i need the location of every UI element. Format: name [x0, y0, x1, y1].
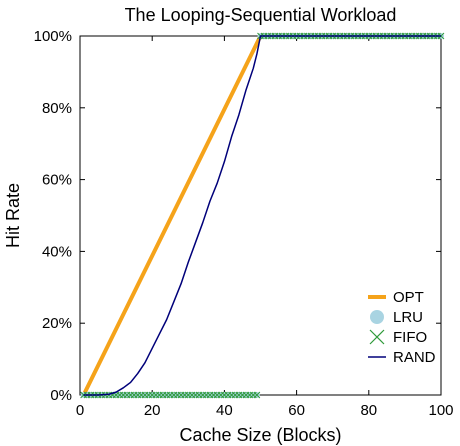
y-tick-label: 40%: [42, 243, 72, 260]
x-axis-label: Cache Size (Blocks): [179, 425, 341, 445]
x-tick-label: 40: [216, 402, 233, 419]
x-tick-label: 60: [288, 402, 305, 419]
series-layer: [80, 32, 445, 399]
legend-label-rand: RAND: [393, 349, 436, 366]
series-line-opt: [81, 34, 441, 396]
series-rand: [83, 35, 441, 396]
legend-item-rand: RAND: [368, 349, 436, 366]
legend-label-lru: LRU: [393, 309, 423, 326]
series-opt: [81, 34, 441, 396]
data-point-fifo: [253, 391, 261, 399]
legend-item-opt: OPT: [368, 289, 424, 306]
y-tick-label: 20%: [42, 315, 72, 332]
x-tick-label: 80: [360, 402, 377, 419]
legend-swatch-lru: [370, 310, 384, 324]
legend-label-opt: OPT: [393, 289, 424, 306]
series-fifo: [80, 32, 445, 399]
legend-item-fifo: FIFO: [369, 329, 427, 346]
legend-item-lru: LRU: [370, 309, 423, 326]
y-tick-label: 0%: [50, 387, 72, 404]
series-line-rand: [83, 35, 441, 396]
x-tick-label: 0: [76, 402, 84, 419]
legend-swatch-fifo: [369, 329, 385, 345]
chart-title: The Looping-Sequential Workload: [125, 5, 397, 25]
axis-ticks: 0 20 40 60 80 100 0% 20% 40% 60% 80% 100%: [34, 28, 454, 419]
x-tick-label: 20: [144, 402, 161, 419]
y-tick-label: 80%: [42, 100, 72, 117]
legend-label-fifo: FIFO: [393, 329, 427, 346]
series-lru: [80, 33, 444, 398]
y-tick-label: 60%: [42, 172, 72, 189]
x-tick-label: 100: [428, 402, 453, 419]
y-tick-label: 100%: [34, 28, 72, 45]
plot-frame: [79, 35, 442, 396]
y-axis-label: Hit Rate: [3, 183, 23, 248]
legend: OPT LRU FIFO RAND: [368, 289, 436, 366]
